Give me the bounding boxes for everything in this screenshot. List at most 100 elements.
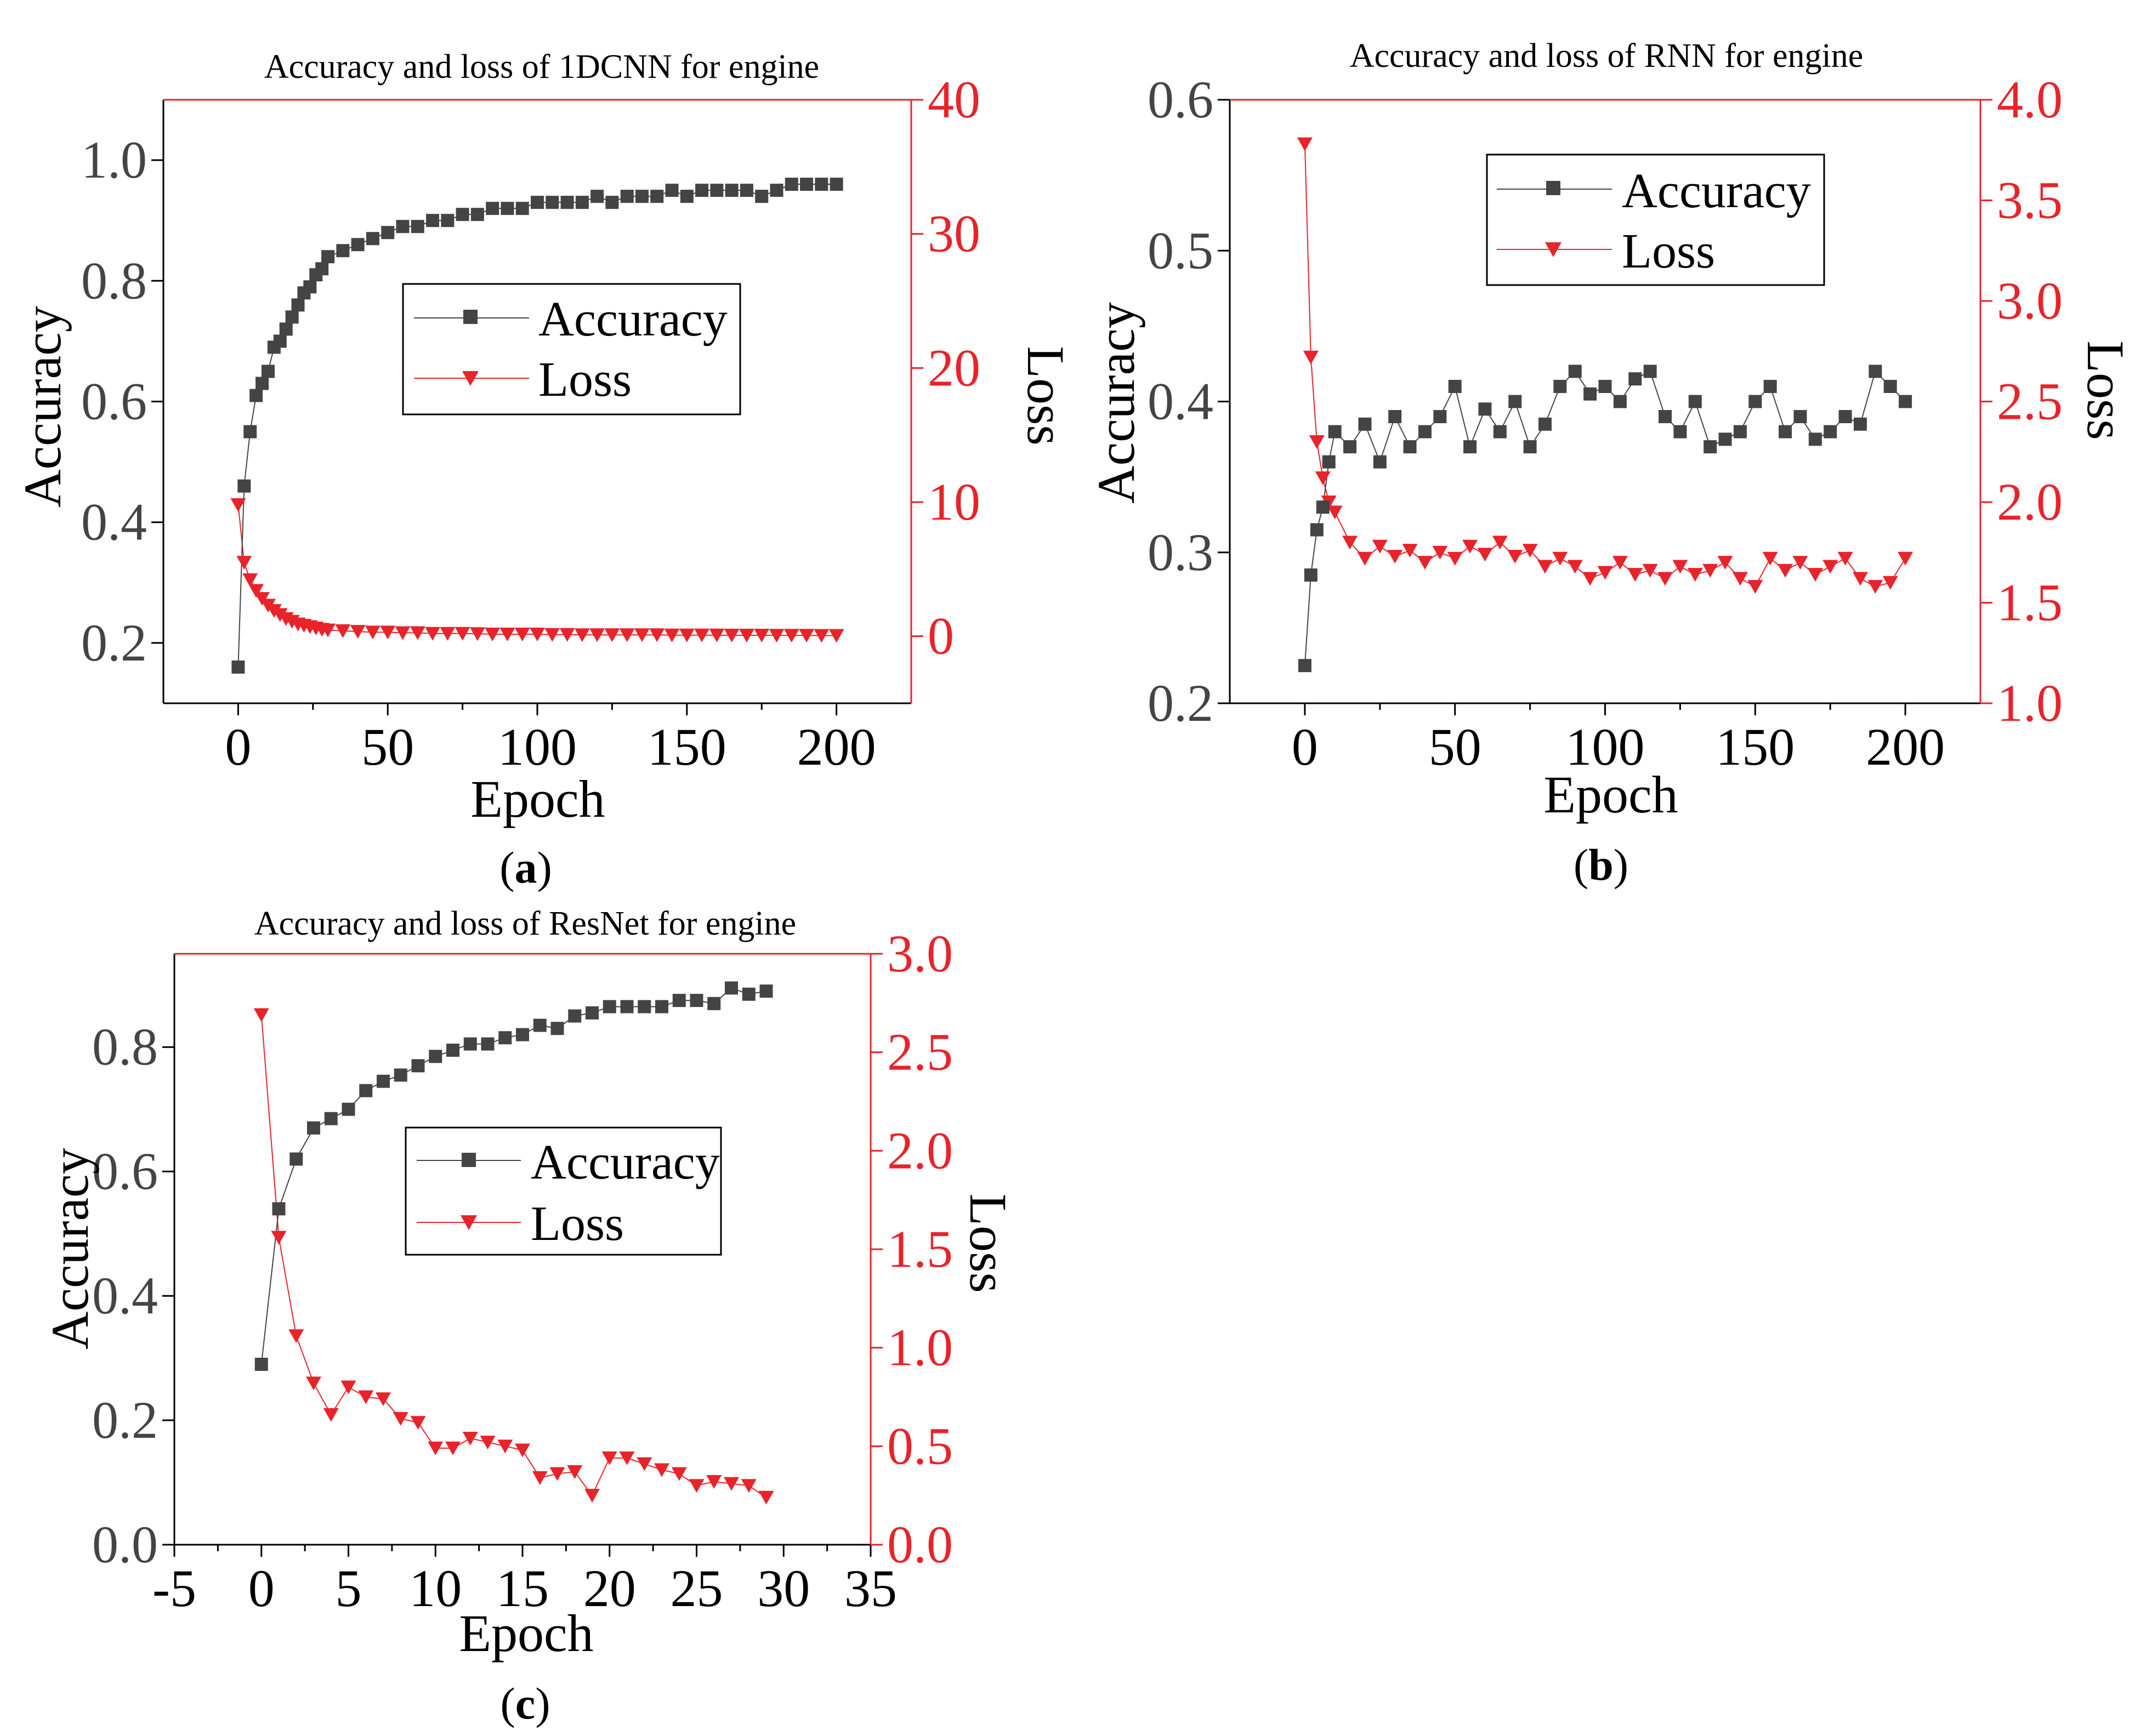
legend-loss-label-c: Loss bbox=[531, 1197, 624, 1251]
accuracy-point-b bbox=[1508, 395, 1522, 408]
legend-c: Accuracy Loss bbox=[405, 1126, 722, 1256]
accuracy-point-c bbox=[498, 1031, 512, 1045]
y-left-tick-label-a: 1.0 bbox=[81, 130, 147, 189]
loss-point-a bbox=[828, 629, 844, 643]
accuracy-point-c bbox=[446, 1043, 459, 1057]
accuracy-point-a bbox=[635, 190, 649, 203]
legend-box-c bbox=[405, 1126, 722, 1256]
accuracy-point-a bbox=[815, 178, 828, 191]
accuracy-point-b bbox=[1310, 523, 1324, 537]
accuracy-point-b bbox=[1613, 395, 1627, 408]
loss-point-a bbox=[754, 628, 770, 642]
accuracy-point-a bbox=[366, 232, 379, 246]
y-left-tick-label-c: 0.6 bbox=[92, 1142, 158, 1200]
y-right-tick-label-b: 2.5 bbox=[1997, 372, 2063, 431]
legend-b: Accuracy Loss bbox=[1486, 153, 1825, 286]
loss-point-b bbox=[1417, 556, 1433, 570]
loss-point-a bbox=[320, 623, 336, 638]
ylabel-right-c: Loss bbox=[959, 1193, 1018, 1293]
accuracy-point-b bbox=[1328, 425, 1342, 439]
x-tick-label-c: 25 bbox=[671, 1559, 723, 1618]
accuracy-point-a bbox=[665, 184, 679, 197]
loss-point-b bbox=[1657, 572, 1673, 586]
plot-layer-c: -5 0 5 10 15 20 25 30 350.00.20.40.60.80.00.51.0… bbox=[92, 924, 953, 1618]
loss-point-b bbox=[1597, 566, 1613, 580]
accuracy-point-a bbox=[546, 196, 559, 209]
accuracy-point-a bbox=[321, 250, 335, 264]
accuracy-point-a bbox=[411, 220, 424, 234]
accuracy-point-a bbox=[249, 389, 263, 402]
loss-point-a bbox=[395, 626, 411, 640]
loss-point-b bbox=[1778, 564, 1793, 578]
loss-point-a bbox=[248, 584, 264, 598]
y-right-tick-label-b: 1.5 bbox=[1997, 573, 2063, 632]
legend-accuracy-label-b: Accuracy bbox=[1622, 164, 1811, 218]
ylabel-left-c: Accuracy bbox=[41, 1148, 99, 1350]
loss-point-a bbox=[739, 628, 754, 642]
loss-point-a bbox=[440, 627, 456, 641]
accuracy-point-c bbox=[272, 1202, 286, 1216]
accuracy-point-c bbox=[254, 1357, 268, 1371]
loss-point-a bbox=[724, 628, 740, 642]
x-tick-label-c: 5 bbox=[336, 1559, 362, 1618]
accuracy-point-b bbox=[1478, 402, 1492, 416]
loss-point-b bbox=[1762, 551, 1778, 566]
loss-point-c bbox=[340, 1380, 356, 1395]
loss-point-b bbox=[1492, 536, 1508, 550]
legend-a: Accuracy Loss bbox=[402, 283, 741, 415]
loss-point-c bbox=[358, 1390, 374, 1404]
accuracy-point-b bbox=[1673, 425, 1687, 439]
panel-b: Accuracy and loss of RNN for engine 0 50 1… bbox=[1087, 37, 2135, 890]
legend-accuracy-marker-b bbox=[1546, 181, 1560, 195]
legend-accuracy-label-c: Accuracy bbox=[531, 1135, 720, 1189]
x-tick-label-a: 200 bbox=[797, 718, 876, 776]
accuracy-point-a bbox=[486, 202, 499, 215]
y-left-tick-label-c: 0.8 bbox=[92, 1017, 158, 1076]
loss-point-b bbox=[1387, 550, 1403, 564]
accuracy-point-b bbox=[1824, 425, 1837, 439]
accuracy-point-b bbox=[1493, 425, 1507, 439]
accuracy-point-b bbox=[1883, 379, 1897, 393]
accuracy-point-c bbox=[516, 1028, 529, 1041]
accuracy-point-b bbox=[1433, 410, 1447, 424]
xlabel-c: Epoch bbox=[459, 1604, 593, 1663]
accuracy-point-b bbox=[1793, 410, 1807, 424]
accuracy-point-b bbox=[1523, 440, 1537, 454]
accuracy-point-a bbox=[279, 322, 293, 336]
accuracy-point-b bbox=[1463, 440, 1477, 454]
loss-point-b bbox=[1852, 572, 1868, 586]
loss-point-a bbox=[649, 628, 665, 642]
loss-point-a bbox=[589, 628, 605, 642]
loss-point-c bbox=[601, 1451, 617, 1465]
y-right-tick-label-c: 1.0 bbox=[887, 1318, 953, 1377]
accuracy-point-c bbox=[550, 1022, 564, 1035]
loss-point-c bbox=[480, 1436, 496, 1450]
accuracy-point-a bbox=[830, 178, 843, 191]
y-left-tick-label-c: 0.4 bbox=[92, 1266, 158, 1325]
ylabel-right-b: Loss bbox=[2076, 340, 2135, 440]
loss-point-b bbox=[1357, 551, 1373, 566]
accuracy-point-c bbox=[586, 1006, 599, 1020]
accuracy-point-b bbox=[1403, 440, 1417, 454]
loss-point-b bbox=[1309, 435, 1325, 449]
chart-title-b: Accuracy and loss of RNN for engine bbox=[1350, 37, 1864, 75]
accuracy-point-a bbox=[273, 334, 287, 348]
ylabel-left-a: Accuracy bbox=[13, 306, 72, 508]
loss-point-a bbox=[559, 628, 575, 642]
loss-point-a bbox=[350, 625, 366, 639]
x-tick-label-b: 150 bbox=[1716, 718, 1795, 776]
loss-point-a bbox=[544, 628, 560, 642]
x-tick-label-c: 30 bbox=[757, 1559, 810, 1618]
accuracy-point-b bbox=[1853, 417, 1867, 431]
plot-layer-a: 0 50 100 150 200 0.2 0.4 0.6 0.8 1.0 0 10 20 30 40 bbox=[81, 70, 980, 776]
accuracy-point-c bbox=[742, 987, 756, 1001]
loss-point-c bbox=[306, 1376, 321, 1391]
chart-title-c: Accuracy and loss of ResNet for engine bbox=[254, 905, 796, 942]
accuracy-point-c bbox=[394, 1068, 407, 1082]
caption-c: (c) bbox=[500, 1678, 550, 1728]
accuracy-point-c bbox=[690, 994, 703, 1008]
accuracy-point-b bbox=[1304, 568, 1318, 582]
accuracy-point-a bbox=[396, 220, 410, 234]
accuracy-point-b bbox=[1568, 365, 1582, 378]
